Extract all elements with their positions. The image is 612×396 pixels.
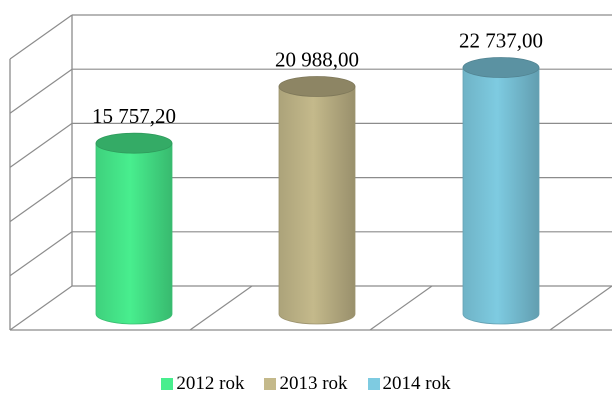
legend-swatch-2014 [367, 378, 380, 390]
data-label-0: 15 757,20 [92, 104, 176, 128]
legend: 2012 rok 2013 rok 2014 rok [0, 372, 612, 396]
bar-2014 [462, 57, 540, 325]
bar-body-0 [95, 142, 173, 325]
data-label-2: 22 737,00 [459, 29, 543, 53]
legend-label-2013: 2013 rok [279, 373, 348, 394]
legend-swatch-2013 [264, 378, 277, 390]
bars [95, 57, 540, 325]
legend-label-2014: 2014 rok [382, 373, 451, 394]
bar-body-1 [278, 86, 356, 325]
chart-area: 15 757,20 20 988,00 22 737,00 [9, 14, 612, 331]
bar-top-1 [278, 76, 356, 97]
bar-2012 [95, 132, 173, 325]
legend-item-2014: 2014 rok [367, 373, 451, 395]
bar-top-2 [462, 57, 540, 78]
data-labels: 15 757,20 20 988,00 22 737,00 [92, 29, 543, 129]
bar-2013 [278, 76, 356, 325]
legend-swatch-2012 [161, 378, 174, 390]
legend-label-2012: 2012 rok [176, 373, 245, 394]
legend-item-2013: 2013 rok [264, 373, 348, 395]
bar-body-2 [462, 67, 540, 325]
data-label-1: 20 988,00 [275, 47, 359, 71]
legend-item-2012: 2012 rok [161, 373, 244, 395]
bar-top-0 [95, 132, 173, 154]
